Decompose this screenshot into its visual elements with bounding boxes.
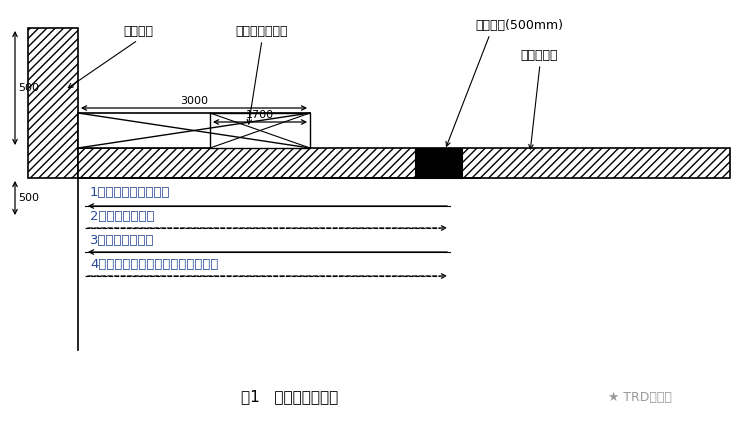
Bar <box>78 113 310 148</box>
Bar <box>78 148 730 178</box>
Text: ★ TRD工法网: ★ TRD工法网 <box>608 391 672 404</box>
Text: 1700: 1700 <box>246 110 274 120</box>
Text: 图1   内拔情况示意图: 图1 内拔情况示意图 <box>242 389 339 404</box>
Text: 拔出切割箱位置: 拔出切割箱位置 <box>236 25 288 38</box>
Text: 已成型墙体: 已成型墙体 <box>520 49 557 62</box>
Text: 1、先行挖掘土层过程: 1、先行挖掘土层过程 <box>90 186 171 199</box>
Text: 2、回撤横移过程: 2、回撤横移过程 <box>90 210 154 223</box>
Text: 3000: 3000 <box>180 96 208 106</box>
Bar <box>28 28 78 178</box>
Text: 500: 500 <box>18 193 39 203</box>
Text: 500: 500 <box>18 83 39 93</box>
Bar <box>415 148 462 178</box>
Text: 4、从转角处回撤至拔出位置的过程: 4、从转角处回撤至拔出位置的过程 <box>90 258 219 271</box>
Text: 保障区域: 保障区域 <box>123 25 153 38</box>
Bar <box>210 113 310 148</box>
Text: 3、固化成墙过程: 3、固化成墙过程 <box>90 234 154 247</box>
Text: 搭接部分(500mm): 搭接部分(500mm) <box>475 19 563 32</box>
